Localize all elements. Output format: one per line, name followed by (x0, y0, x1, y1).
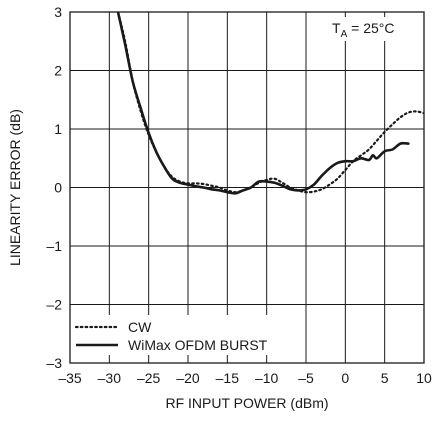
y-tick-label: 2 (54, 63, 62, 79)
x-tick-label: –15 (216, 370, 240, 386)
annotation-background (328, 17, 422, 41)
x-tick-label: –25 (137, 370, 161, 386)
x-tick-label: –20 (176, 370, 200, 386)
x-tick-label: –35 (58, 370, 82, 386)
x-tick-label: –30 (98, 370, 122, 386)
annotation-rest: = 25°C (347, 20, 394, 36)
y-tick-label: 3 (54, 4, 62, 20)
x-axis-title: RF INPUT POWER (dBm) (165, 395, 328, 411)
x-tick-label: 5 (381, 370, 389, 386)
legend: CW WiMax OFDM BURST (72, 315, 298, 355)
legend-label-wimax: WiMax OFDM BURST (128, 337, 268, 353)
y-tick-label: –3 (46, 355, 62, 371)
x-tick-label: 0 (341, 370, 349, 386)
series-line-wimax-ofdm-burst (116, 12, 410, 195)
grid (70, 12, 424, 363)
annotation-subscript: A (341, 29, 348, 40)
y-tick-label: –1 (46, 238, 62, 254)
x-tick-label: –10 (255, 370, 279, 386)
legend-label-cw: CW (128, 319, 152, 335)
plot-frame (69, 11, 425, 364)
series-layer (116, 12, 424, 195)
legend-background (72, 315, 298, 355)
x-tick-label: –5 (298, 370, 314, 386)
x-tick-label: 10 (416, 370, 432, 386)
y-tick-label: 0 (54, 180, 62, 196)
y-tick-label: 1 (54, 121, 62, 137)
annotation-main: T (332, 20, 341, 36)
y-tick-label: –2 (46, 297, 62, 313)
y-axis-title: LINEARITY ERROR (dB) (7, 109, 23, 266)
temperature-annotation: TA = 25°C (332, 20, 394, 40)
